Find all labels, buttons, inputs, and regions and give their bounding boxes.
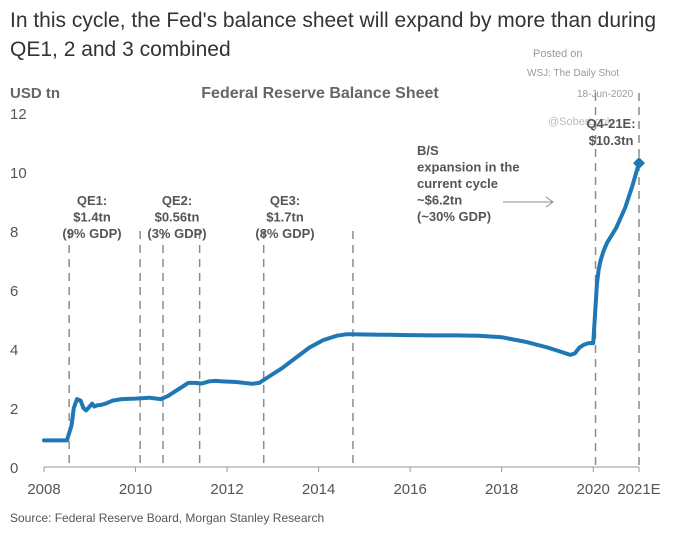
x-tick-label-6: 2020 — [577, 481, 610, 498]
annotation-2-line-2: (8% GDP) — [255, 226, 314, 241]
y-tick-label-4: 8 — [10, 224, 18, 241]
balance-sheet-chart: USD tn Federal Reserve Balance Sheet 200… — [10, 85, 661, 498]
balance-sheet-line — [42, 161, 641, 443]
annotation-3-line-4: (~30% GDP) — [417, 209, 491, 224]
endpoint-marker-0 — [633, 157, 645, 170]
y-tick-label-6: 12 — [10, 106, 27, 123]
bs-arrow-head — [545, 196, 554, 208]
y-tick-label-2: 4 — [10, 342, 18, 359]
marker-label-line2-0: $10.3tn — [589, 133, 634, 148]
y-axis-unit-label: USD tn — [10, 85, 60, 102]
x-tick-label-4: 2016 — [393, 481, 426, 498]
x-tick-label-3: 2014 — [302, 481, 335, 498]
x-tick-label-1: 2010 — [119, 481, 152, 498]
annotation-3-line-0: B/S — [417, 143, 439, 158]
posted-on-label: Posted on — [533, 48, 583, 60]
x-tick-label-0: 2008 — [27, 481, 60, 498]
annotation-2-line-1: $1.7tn — [266, 210, 304, 225]
annotation-2-line-0: QE3: — [270, 193, 300, 208]
y-tick-label-3: 6 — [10, 283, 18, 300]
event-dashed-lines — [68, 93, 640, 467]
x-axis: 2008 2010 2012 2014 2016 2018 2020 2021E — [27, 466, 661, 498]
marker-label-line1-0: Q4-21E: — [586, 116, 635, 131]
y-axis: 0 2 4 6 8 10 12 — [10, 106, 27, 477]
annotation-1-line-1: $0.56tn — [155, 210, 200, 225]
annotation-group: QE1: $1.4tn(9% GDP) QE2: $0.56tn(3% GDP) QE3… — [62, 143, 519, 241]
source-note: Source: Federal Reserve Board, Morgan St… — [10, 511, 325, 525]
annotation-3-line-2: current cycle — [417, 176, 498, 191]
annotation-0-line-2: (9% GDP) — [62, 226, 121, 241]
posted-source-label: WSJ: The Daily Shot — [527, 68, 620, 79]
watermark-handle: @SoberLook — [548, 116, 613, 128]
annotation-3-line-1: expansion in the — [417, 160, 520, 175]
annotation-0-line-1: $1.4tn — [73, 210, 111, 225]
posted-date-label: 18-Jun-2020 — [577, 89, 634, 100]
marker-group: Q4-21E: $10.3tn — [586, 116, 645, 170]
x-tick-label-7: 2021E — [617, 481, 660, 498]
y-tick-label-0: 0 — [10, 460, 18, 477]
annotation-1-line-2: (3% GDP) — [147, 226, 206, 241]
y-tick-label-1: 2 — [10, 401, 18, 418]
annotation-3-line-3: ~$6.2tn — [417, 193, 462, 208]
x-tick-label-2: 2012 — [210, 481, 243, 498]
y-tick-label-5: 10 — [10, 165, 27, 182]
annotation-0-line-0: QE1: — [77, 193, 107, 208]
x-tick-label-5: 2018 — [485, 481, 518, 498]
headline: In this cycle, the Fed's balance sheet w… — [10, 9, 657, 61]
chart-title: Federal Reserve Balance Sheet — [201, 85, 439, 102]
annotation-1-line-0: QE2: — [162, 193, 192, 208]
